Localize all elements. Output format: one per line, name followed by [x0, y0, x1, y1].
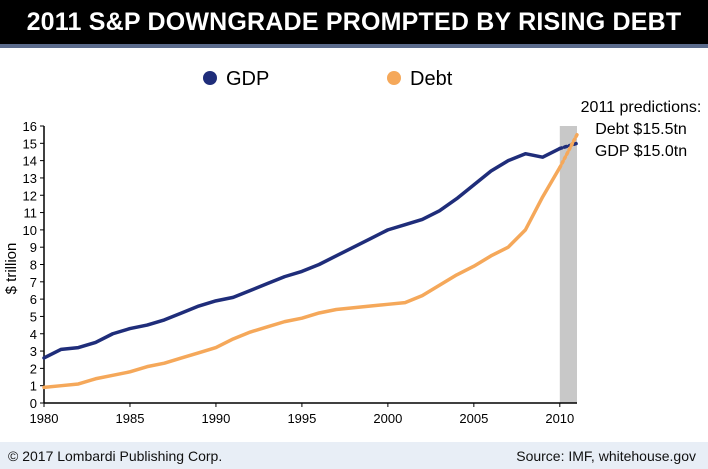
- x-tick-label: 1995: [287, 411, 316, 426]
- prediction-region: [559, 126, 577, 403]
- series-line-debt: [42, 165, 562, 390]
- y-tick-label: 13: [23, 171, 37, 186]
- prediction-annotation-line: 2011 predictions:: [581, 99, 702, 116]
- y-tick-label: 14: [23, 154, 37, 169]
- y-tick-label: 5: [30, 309, 37, 324]
- y-tick-label: 4: [30, 327, 37, 342]
- y-tick-label: 15: [23, 136, 37, 151]
- y-tick-label: 7: [30, 275, 37, 290]
- x-tick-label: 2005: [459, 411, 488, 426]
- legend-marker-debt: [387, 71, 401, 85]
- y-tick-label: 2: [30, 361, 37, 376]
- source-text: Source: IMF, whitehouse.gov: [516, 448, 696, 464]
- y-tick-label: 10: [23, 223, 37, 238]
- prediction-annotation-line: Debt $15.5tn: [595, 121, 687, 138]
- y-tick-label: 8: [30, 258, 37, 273]
- footer: © 2017 Lombardi Publishing Corp. Source:…: [0, 442, 708, 469]
- x-tick-label: 1990: [201, 411, 230, 426]
- y-tick-label: 1: [30, 379, 37, 394]
- y-tick-label: 11: [24, 206, 38, 221]
- prediction-annotation-line: GDP $15.0tn: [595, 143, 687, 160]
- title-accent-line: [0, 44, 708, 48]
- series-projection-debt: [558, 132, 579, 170]
- legend-marker-gdp: [203, 71, 217, 85]
- legend-label-debt: Debt: [410, 68, 453, 90]
- y-tick-label: 6: [30, 292, 37, 307]
- y-tick-label: 16: [23, 119, 37, 134]
- copyright-text: © 2017 Lombardi Publishing Corp.: [8, 448, 223, 464]
- x-tick-label: 2010: [545, 411, 574, 426]
- x-tick-label: 1985: [116, 411, 145, 426]
- x-tick-label: 2000: [373, 411, 402, 426]
- series-line-gdp: [42, 146, 562, 360]
- y-tick-label: 3: [30, 344, 37, 359]
- y-tick-label: 9: [30, 240, 37, 255]
- x-tick-label: 1980: [30, 411, 59, 426]
- series-projection-gdp: [558, 141, 579, 151]
- y-tick-label: 12: [23, 188, 37, 203]
- y-tick-label: 0: [30, 396, 37, 411]
- legend-label-gdp: GDP: [226, 68, 269, 90]
- chart-title: 2011 S&P DOWNGRADE PROMPTED BY RISING DE…: [0, 0, 708, 44]
- y-axis-label: $ trillion: [3, 243, 20, 295]
